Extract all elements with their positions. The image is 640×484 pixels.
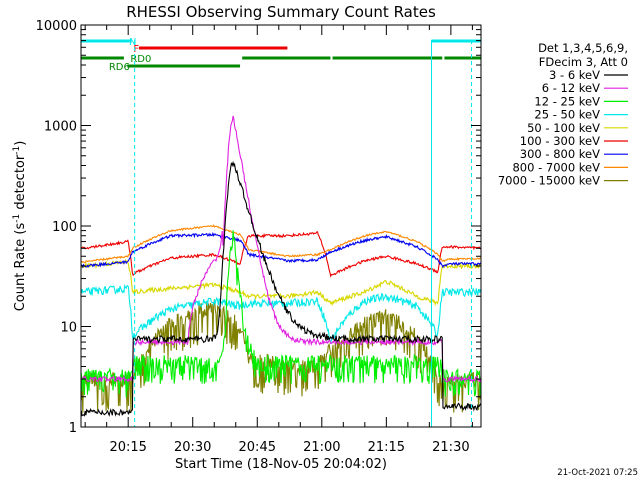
legend-label: 3 - 6 keV xyxy=(549,68,600,82)
series-50-100-kev xyxy=(81,258,481,307)
flag-label-f: F xyxy=(133,44,139,55)
y-tick-label: 10 xyxy=(60,321,77,336)
y-tick-label: 1 xyxy=(69,421,77,436)
flag-label-rd6: RD6 xyxy=(109,62,130,73)
legend-header-detectors: Det 1,3,4,5,6,9, xyxy=(538,41,628,55)
x-tick-label: 21:30 xyxy=(432,440,469,455)
legend-label: 6 - 12 keV xyxy=(542,81,600,95)
x-tick-label: 21:15 xyxy=(368,440,405,455)
y-tick-label: 100 xyxy=(52,220,77,235)
series-800-7000-kev xyxy=(81,224,481,264)
series-3-6-kev xyxy=(81,160,481,417)
series-7000-15000-kev xyxy=(81,299,481,414)
legend-label: 12 - 25 keV xyxy=(534,94,600,108)
legend-label: 300 - 800 keV xyxy=(520,147,600,161)
series-25-50-kev xyxy=(81,283,481,345)
series-100-300-kev xyxy=(81,231,481,278)
legend-label: 100 - 300 keV xyxy=(520,134,600,148)
y-axis-label: Count Rate (s-1 detector-1) xyxy=(12,141,28,312)
x-axis-label: Start Time (18-Nov-05 20:04:02) xyxy=(175,457,387,472)
x-tick-label: 20:45 xyxy=(239,440,276,455)
flag-label-n: N xyxy=(129,37,136,48)
series-300-800-kev xyxy=(81,231,481,269)
legend-label: 50 - 100 keV xyxy=(527,121,600,135)
x-tick-label: 20:15 xyxy=(109,440,146,455)
timestamp: 21-Oct-2021 07:25 xyxy=(557,468,638,478)
chart-title: RHESSI Observing Summary Count Rates xyxy=(126,3,436,21)
legend-label: 800 - 7000 keV xyxy=(512,160,600,174)
y-tick-label: 10000 xyxy=(36,19,77,34)
flag-label-rd0: RD0 xyxy=(130,54,151,65)
series-layer xyxy=(81,40,481,427)
legend-label: 7000 - 15000 keV xyxy=(498,174,600,188)
legend: Det 1,3,4,5,6,9, FDecim 3, Att 0 3 - 6 k… xyxy=(498,41,628,188)
y-tick-label: 1000 xyxy=(44,120,77,135)
series-12-25-kev xyxy=(81,230,481,398)
legend-header-fdecim: FDecim 3, Att 0 xyxy=(539,55,628,69)
x-tick-label: 20:30 xyxy=(174,440,211,455)
y-axis: 1 10 100 1000 10000 xyxy=(36,19,481,436)
x-axis: 20:15 20:30 20:45 21:00 21:15 21:30 xyxy=(84,25,473,455)
x-tick-label: 21:00 xyxy=(303,440,340,455)
legend-label: 25 - 50 keV xyxy=(534,108,600,122)
